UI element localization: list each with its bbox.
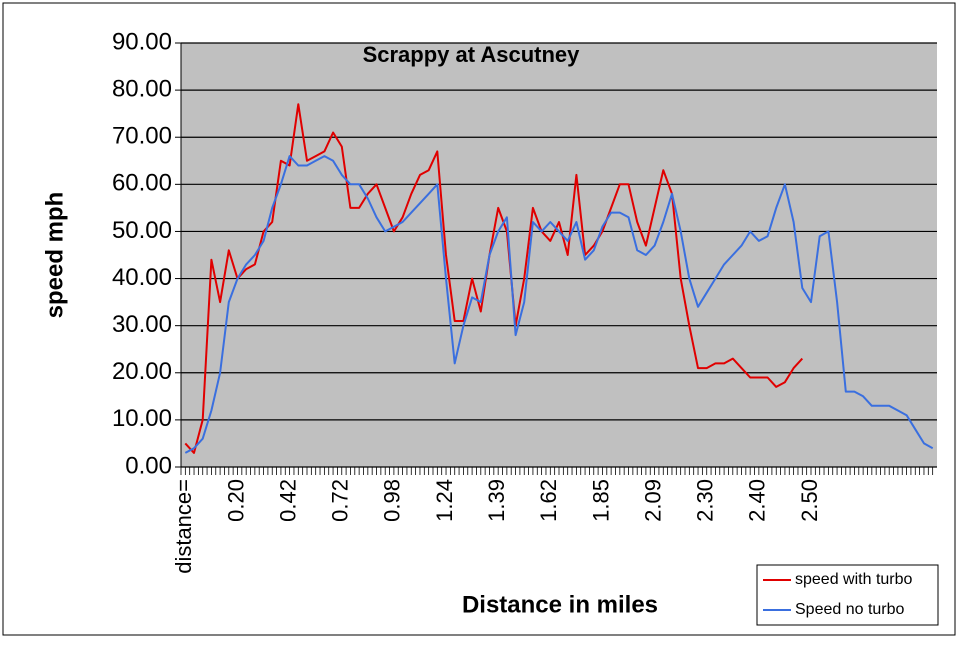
y-tick-label: 10.00 bbox=[112, 405, 172, 432]
x-tick-label: 0.98 bbox=[380, 479, 405, 522]
y-tick-label: 70.00 bbox=[112, 123, 172, 150]
legend-label: speed with turbo bbox=[795, 571, 913, 588]
x-tick-label: 2.30 bbox=[693, 479, 718, 522]
y-tick-label: 30.00 bbox=[112, 311, 172, 338]
legend: speed with turbo Speed no turbo bbox=[756, 564, 939, 626]
x-tick-label: distance= bbox=[171, 479, 196, 574]
x-tick-label: 1.62 bbox=[536, 479, 561, 522]
x-tick-label: 0.42 bbox=[275, 479, 300, 522]
x-tick-label: 0.20 bbox=[223, 479, 248, 522]
y-tick-label: 0.00 bbox=[125, 452, 172, 479]
plot-area bbox=[175, 42, 937, 475]
y-tick-label: 20.00 bbox=[112, 358, 172, 385]
y-tick-label: 80.00 bbox=[112, 75, 172, 102]
y-tick-label: 40.00 bbox=[112, 264, 172, 291]
legend-box bbox=[756, 564, 939, 626]
y-tick-label: 90.00 bbox=[112, 28, 172, 55]
series-line bbox=[184, 103, 804, 454]
plot-background bbox=[181, 43, 937, 467]
x-tick-label: 2.09 bbox=[640, 479, 665, 522]
legend-label: Speed no turbo bbox=[795, 601, 905, 618]
x-tick-label: 0.72 bbox=[328, 479, 353, 522]
y-tick-label: 50.00 bbox=[112, 217, 172, 244]
x-tick-label: 1.24 bbox=[432, 479, 457, 522]
x-tick-label: 1.85 bbox=[588, 479, 613, 522]
y-tick-label: 60.00 bbox=[112, 170, 172, 197]
x-tick-label: 1.39 bbox=[484, 479, 509, 522]
x-axis-label: Distance in miles bbox=[462, 591, 658, 618]
series-line bbox=[184, 155, 934, 454]
x-tick-label: 2.40 bbox=[745, 479, 770, 522]
chart-title: Scrappy at Ascutney bbox=[363, 42, 581, 67]
y-axis-label: speed mph bbox=[41, 192, 68, 319]
x-tick-label: 2.50 bbox=[797, 479, 822, 522]
